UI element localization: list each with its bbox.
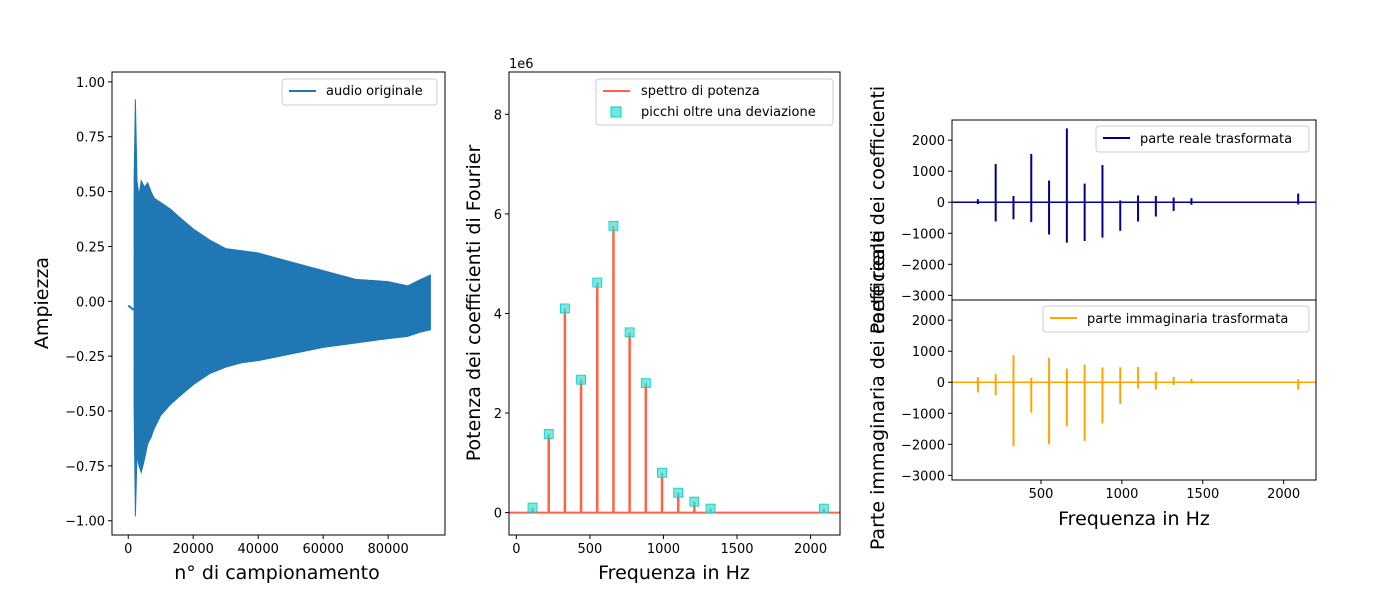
imag-y-tick-label: −2000 xyxy=(901,438,945,453)
audio-y-tick-label: 0.75 xyxy=(76,131,105,146)
peak-marker xyxy=(592,277,603,288)
real-y-tick-label: 0 xyxy=(937,196,945,211)
real-y-tick-label: −1000 xyxy=(901,227,945,242)
audio-waveform xyxy=(133,99,431,517)
imag-ticks: 500 1000 1500 2000 2000 1000 0 −1000 −2000 −3000 xyxy=(901,314,1300,502)
real-ticks: 2000 1000 0 −1000 −2000 −3000 xyxy=(901,134,952,304)
imag-plot-area xyxy=(952,355,1316,447)
power-x-tick-label: 500 xyxy=(577,542,602,557)
real-legend-label: parte reale trasformata xyxy=(1140,132,1292,147)
peak-marker xyxy=(818,503,829,514)
power-x-tick-label: 1000 xyxy=(647,542,680,557)
audio-y-tick-label: 0.50 xyxy=(76,186,105,201)
peak-marker xyxy=(624,327,635,338)
imag-y-tick-label: −1000 xyxy=(901,407,945,422)
power-ticks: 0 500 1000 1500 2000 0 2 4 6 8 xyxy=(494,108,827,557)
imag-y-tick-label: 2000 xyxy=(912,314,945,329)
power-legend-label-spectrum: spettro di potenza xyxy=(641,84,760,99)
power-x-axis-label: Frequenza in Hz xyxy=(598,562,750,584)
power-offset-label: 1e6 xyxy=(509,57,534,72)
power-plot-area xyxy=(509,220,840,514)
power-legend: spettro di potenza picchi oltre una devi… xyxy=(595,78,834,126)
power-axes-frame xyxy=(508,71,841,536)
audio-legend-box xyxy=(281,78,438,106)
audio-y-tick-label: 1.00 xyxy=(76,76,105,91)
peak-marker xyxy=(543,429,554,439)
audio-axes-frame xyxy=(111,71,446,536)
imag-y-axis-label: Parte immaginaria dei coefficienti xyxy=(867,230,889,550)
real-part-chart: 2000 1000 0 −1000 −2000 −3000 parte reale tra… xyxy=(867,86,1317,334)
audio-ticks: 0 20000 40000 60000 80000 1.00 0.75 0.50 0.25 0.0… xyxy=(65,76,409,557)
power-y-tick-label: 2 xyxy=(494,407,502,422)
power-legend-marker xyxy=(610,106,622,118)
peak-marker xyxy=(705,503,716,514)
imag-x-axis-label: Frequenza in Hz xyxy=(1058,508,1210,530)
power-x-tick-label: 0 xyxy=(512,542,520,557)
peak-marker xyxy=(560,303,570,314)
imag-axes-frame xyxy=(951,299,1317,481)
peak-marker xyxy=(527,502,538,513)
audio-legend-label: audio originale xyxy=(326,84,423,99)
power-y-tick-label: 0 xyxy=(494,507,502,522)
imag-legend-box xyxy=(1042,305,1310,333)
imag-y-tick-label: 0 xyxy=(937,376,945,391)
audio-y-tick-label: 0.25 xyxy=(76,240,105,255)
audio-y-axis-label: Ampiezza xyxy=(31,257,53,349)
audio-legend: audio originale xyxy=(281,78,438,106)
imag-x-tick-label: 1500 xyxy=(1186,487,1219,502)
power-y-axis-label: Potenza dei coefficienti di Fourier xyxy=(463,145,485,462)
audio-waveform-lead xyxy=(127,304,135,311)
audio-y-tick-label: −1.00 xyxy=(65,515,105,530)
power-spectrum-chart: 0 500 1000 1500 2000 0 2 4 6 8 1e6 spettro di pot… xyxy=(463,57,841,584)
audio-chart: 0 20000 40000 60000 80000 1.00 0.75 0.50 0.25 0.0… xyxy=(31,71,446,584)
audio-y-tick-label: −0.50 xyxy=(65,405,105,420)
imag-legend: parte immaginaria trasformata xyxy=(1042,305,1310,333)
audio-y-tick-label: −0.75 xyxy=(65,460,105,475)
real-legend-box xyxy=(1095,125,1310,153)
real-y-tick-label: −3000 xyxy=(901,289,945,304)
audio-plot-area xyxy=(127,99,431,517)
imag-part-chart: 500 1000 1500 2000200010000−1000−2000−3000 … xyxy=(867,230,1317,550)
power-legend-label-peaks: picchi oltre una deviazione xyxy=(641,105,816,120)
audio-x-tick-label: 80000 xyxy=(367,542,408,557)
peak-marker xyxy=(640,378,651,389)
audio-x-tick-label: 0 xyxy=(124,542,132,557)
imag-y-tick-label: 1000 xyxy=(912,345,945,360)
power-y-tick-label: 8 xyxy=(494,108,502,123)
real-y-tick-label: −2000 xyxy=(901,258,945,273)
audio-y-tick-label: −0.25 xyxy=(65,350,105,365)
peak-marker xyxy=(673,487,684,498)
real-y-tick-label: 1000 xyxy=(912,165,945,180)
peak-marker xyxy=(608,220,619,231)
peak-marker xyxy=(689,496,700,507)
power-y-tick-label: 6 xyxy=(494,208,502,223)
audio-y-tick-label: 0.00 xyxy=(76,295,105,310)
imag-x-tick-label: 500 xyxy=(1029,487,1054,502)
power-x-tick-label: 1500 xyxy=(720,542,753,557)
power-x-tick-label: 2000 xyxy=(794,542,827,557)
real-y-tick-label: 2000 xyxy=(912,134,945,149)
audio-x-tick-label: 20000 xyxy=(173,542,214,557)
imag-y-tick-label: −3000 xyxy=(901,469,945,484)
imag-x-tick-label: 2000 xyxy=(1267,487,1300,502)
imag-legend-label: parte immaginaria trasformata xyxy=(1087,312,1288,327)
real-legend: parte reale trasformata xyxy=(1095,125,1310,153)
peak-marker xyxy=(576,374,586,385)
power-y-tick-label: 4 xyxy=(494,307,502,322)
audio-x-tick-label: 60000 xyxy=(302,542,343,557)
peak-marker xyxy=(657,467,667,478)
real-plot-area xyxy=(952,128,1316,243)
power-legend-box xyxy=(595,78,834,126)
audio-x-axis-label: n° di campionamento xyxy=(174,562,380,584)
audio-x-tick-label: 40000 xyxy=(238,542,279,557)
real-y-axis-label: Parte reale dei coefficienti xyxy=(867,86,889,334)
imag-x-tick-label: 1000 xyxy=(1105,487,1138,502)
